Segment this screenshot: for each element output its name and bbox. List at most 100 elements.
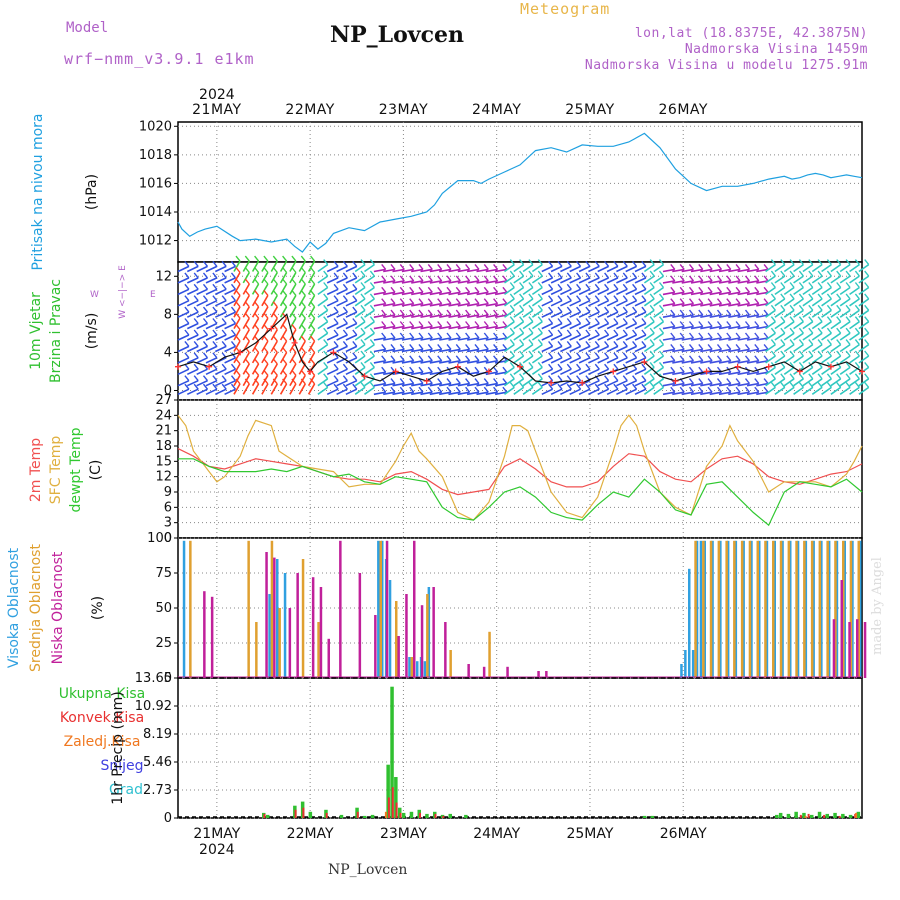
wind-barb	[783, 309, 795, 318]
wind-barb-flag	[352, 329, 358, 336]
wind-barb-flag	[202, 383, 209, 390]
wind-barb-flag	[244, 267, 250, 273]
wind-barb-flag	[864, 304, 870, 311]
wind-barb	[439, 302, 452, 307]
wind-barb	[746, 337, 759, 341]
wind-barb-flag	[519, 327, 525, 334]
wind-barb-flag	[212, 329, 218, 336]
wind-barb	[261, 352, 269, 364]
wind-barb-flag	[202, 329, 209, 336]
wind-barb-flag	[770, 293, 776, 300]
wind-barb	[858, 321, 870, 330]
wind-barb	[383, 348, 396, 353]
wind-barb	[466, 268, 480, 273]
wind-gust-marker	[237, 349, 244, 356]
wind-barb-flag	[649, 373, 655, 380]
wind-barb-flag	[446, 378, 452, 385]
wind-barb	[858, 355, 870, 364]
wind-barb	[513, 332, 525, 341]
wind-barb	[578, 357, 591, 364]
wind-barb-flag	[193, 375, 199, 382]
wind-barb	[439, 325, 452, 330]
wind-barb-flag	[390, 386, 396, 393]
wind-barb	[420, 371, 433, 376]
wind-barb	[821, 309, 832, 318]
wind-barb	[177, 288, 190, 296]
wind-barb	[597, 368, 609, 376]
wind-barb-flag	[789, 381, 795, 388]
wind-barb	[242, 295, 250, 307]
wind-barb	[681, 348, 694, 353]
wind-barb	[233, 283, 241, 295]
wind-barb	[662, 360, 675, 364]
wind-barb	[279, 363, 288, 375]
wind-barb-flag	[291, 289, 297, 296]
wind-barb	[830, 355, 842, 364]
wind-barb-flag	[649, 339, 655, 346]
wind-barb	[774, 343, 786, 353]
cloud-bar	[826, 540, 829, 678]
wind-barb-flag	[244, 289, 250, 296]
wind-barb-flag	[474, 366, 480, 373]
wind-barb	[261, 306, 269, 318]
wind-barb-flag	[576, 352, 582, 359]
wind-barb	[279, 283, 288, 295]
wind-barb	[298, 329, 306, 341]
wind-barb	[522, 286, 534, 296]
cloud-axis-label-high: Visoka Oblacnost	[6, 547, 22, 668]
wind-barb	[177, 357, 190, 364]
cloud-bar	[734, 540, 738, 678]
wind-barb-flag	[333, 318, 339, 324]
wind-barb-flag	[263, 369, 269, 376]
wind-barb	[746, 360, 759, 364]
wind-barb	[783, 343, 795, 353]
wind-barb	[354, 378, 366, 387]
wind-barb	[737, 291, 750, 296]
wind-barb-flag	[726, 309, 732, 316]
cloud-bar	[444, 622, 447, 678]
wind-barb-flag	[845, 259, 851, 266]
wind-barb	[811, 332, 823, 341]
wind-barb	[802, 355, 814, 364]
wind-barb	[849, 263, 860, 273]
wind-barb	[690, 348, 703, 353]
wind-barb	[700, 302, 713, 307]
wind-barb-flag	[474, 355, 480, 362]
wind-barb-flag	[282, 378, 288, 385]
wind-barb-flag	[576, 318, 582, 324]
wind-barb	[746, 371, 759, 376]
cloud-bar	[851, 540, 854, 678]
wind-barb	[672, 360, 685, 364]
wind-barb	[429, 302, 442, 307]
wind-unit-label: (m/s)	[84, 313, 100, 350]
wind-barb	[466, 391, 480, 396]
wind-barb-flag	[381, 321, 387, 327]
cloud-bar	[268, 594, 271, 678]
wind-barb-flag	[202, 375, 209, 382]
wind-barb	[662, 337, 675, 341]
wind-barb-flag	[817, 293, 823, 300]
wind-barb	[550, 277, 563, 284]
wind-barb-flag	[342, 363, 348, 370]
wind-barb	[625, 299, 637, 307]
wind-barb	[233, 352, 241, 364]
wind-barb-flag	[202, 260, 209, 267]
wind-barb	[643, 343, 655, 353]
wind-barb-flag	[566, 363, 572, 370]
wind-barb	[373, 280, 386, 284]
wind-barb-flag	[754, 275, 760, 282]
wind-barb-flag	[244, 335, 250, 342]
wind-barb	[756, 360, 769, 364]
wind-barb-flag	[789, 316, 795, 323]
cloud-bar	[247, 540, 250, 678]
wind-barb	[383, 314, 396, 318]
wind-barb	[578, 368, 591, 376]
wind-barb	[531, 321, 543, 330]
wind-barb	[849, 298, 860, 307]
wind-barb	[811, 378, 823, 387]
cloud-bar	[381, 540, 384, 678]
wind-barb-flag	[604, 363, 610, 370]
wind-barb	[457, 314, 470, 318]
cloud-bar	[319, 587, 323, 678]
wind-barb-flag	[679, 263, 685, 270]
